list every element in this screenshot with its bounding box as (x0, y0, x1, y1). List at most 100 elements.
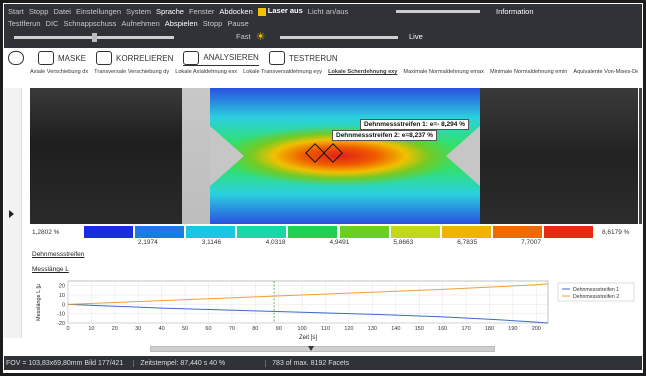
left-camera-image (30, 88, 182, 224)
x-tick-label: 100 (298, 326, 307, 332)
camera-view[interactable]: Dehnmessstreifen 1: e=- 8,294 % Dehnmess… (30, 88, 638, 224)
result-tab[interactable]: Minimale Normaldehnung emin (489, 69, 568, 75)
scale-tick-label: 4,9491 (329, 239, 350, 246)
scale-swatch (390, 226, 440, 238)
result-tab[interactable]: Transversale Verschiebung dy (94, 69, 170, 75)
scale-swatch (186, 226, 236, 238)
stop-button[interactable]: Stopp (28, 6, 49, 16)
timeline-marker[interactable] (308, 346, 314, 351)
expand-icon (9, 210, 14, 218)
record-button[interactable]: Aufnehmen (121, 18, 160, 28)
scale-swatch (135, 226, 185, 238)
play-button[interactable]: Abspielen (164, 18, 198, 28)
scale-tick-label: 3,1146 (201, 239, 222, 246)
section-gauge-length[interactable]: Messlänge L (32, 266, 69, 273)
tab-label: MASKE (58, 53, 87, 63)
file-menu[interactable]: Datei (53, 6, 71, 16)
live-button[interactable]: Live (409, 31, 423, 41)
pause-button[interactable]: Pause (227, 18, 249, 28)
scale-min: 1,2802 % (32, 229, 60, 236)
settings-menu[interactable]: Einstellungen (75, 6, 122, 16)
light-slider[interactable] (396, 10, 480, 13)
dic-button[interactable]: DIC (45, 18, 59, 28)
x-tick-label: 10 (88, 326, 94, 332)
playback-stop-button[interactable]: Stopp (202, 18, 223, 28)
home-glyph (8, 51, 24, 65)
x-tick-label: 80 (252, 326, 258, 332)
home-icon[interactable] (8, 51, 28, 65)
y-tick-label: 10 (59, 293, 65, 299)
toolbar-row-2: Testlferun DIC Schnappschuss Aufnehmen A… (8, 17, 254, 29)
start-button[interactable]: Start (8, 6, 24, 16)
x-tick-label: 180 (485, 326, 494, 332)
scale-tick-label: 5,8663 (393, 239, 414, 246)
legend-entry: Dehnmessstreifen 1 (573, 287, 619, 293)
series-line-1 (67, 303, 549, 324)
x-tick-label: 70 (229, 326, 235, 332)
light-toggle[interactable]: Licht an/aus (307, 6, 349, 16)
scale-swatch (543, 226, 593, 238)
scale-swatch (84, 226, 134, 238)
mask-icon (38, 51, 54, 65)
undock-button[interactable]: Abdocken (219, 6, 253, 16)
result-tab[interactable]: Lokale Scherdehnung exy (328, 69, 398, 75)
laser-label: Laser aus (267, 6, 303, 16)
y-axis-label: Messlänge L [µ (36, 283, 42, 321)
brightness-slider[interactable] (280, 36, 398, 39)
x-tick-label: 140 (391, 326, 400, 332)
y-tick-label: 20 (59, 284, 65, 290)
correlate-icon (96, 51, 113, 65)
window-menu[interactable]: Fenster (188, 6, 215, 16)
testrerun-button[interactable]: Testlferun (8, 18, 41, 28)
section-strain-gauges[interactable]: Dehnmessstreifen (32, 251, 85, 258)
result-tab[interactable]: Maximale Normaldehnung emax (403, 69, 484, 75)
toolbar-row-1: Start Stopp Datei Einstellungen System S… (8, 5, 534, 17)
right-notch (446, 126, 480, 186)
scale-swatch (492, 226, 542, 238)
tab-maske[interactable]: MASKE (38, 51, 86, 65)
scale-tick-label: 2,1974 (137, 239, 158, 246)
right-camera-image (476, 88, 638, 224)
analyze-icon (183, 50, 200, 65)
x-tick-label: 120 (344, 326, 353, 332)
y-tick-label: -20 (57, 321, 65, 327)
frame-slider-knob[interactable] (92, 33, 97, 42)
x-axis-label: Zeit [s] (299, 335, 317, 341)
y-tick-label: 0 (62, 302, 65, 308)
system-menu[interactable]: System (126, 6, 152, 16)
sun-icon: ☀ (255, 30, 266, 43)
x-tick-label: 160 (438, 326, 447, 332)
scale-swatch (237, 226, 287, 238)
live-group: Live (409, 30, 428, 42)
fast-button[interactable]: Fast (236, 31, 251, 41)
result-tab[interactable]: Lokale Axialdehnung exx (175, 69, 238, 75)
scale-tick-label: 7,7007 (521, 239, 542, 246)
laser-off-button[interactable]: Laser aus (257, 6, 303, 16)
side-panel-toggle[interactable] (4, 88, 22, 338)
main-toolbar: Start Stopp Datei Einstellungen System S… (4, 4, 642, 48)
language-menu[interactable]: Sprache (156, 6, 184, 16)
x-tick-label: 40 (159, 326, 165, 332)
result-tab[interactable]: Axiale Verschiebung dx (30, 69, 89, 75)
x-tick-label: 150 (415, 326, 424, 332)
tab-analysieren[interactable]: ANALYSIEREN (183, 50, 259, 66)
tab-testrerun[interactable]: TESTRERUN (268, 51, 338, 65)
tab-korrelieren[interactable]: KORRELIEREN (96, 51, 173, 65)
scale-max: 8,6179 % (602, 229, 630, 236)
scale-swatch (339, 226, 389, 238)
timestamp-status: Zeitstempel: 87,440 s 40 % (133, 359, 225, 367)
laser-icon (257, 7, 266, 16)
x-tick-label: 200 (532, 326, 541, 332)
result-tab[interactable]: Lokale Transversaldehnung eyy (243, 69, 323, 75)
information-button[interactable]: Information (496, 6, 534, 16)
snapshot-button[interactable]: Schnappschuss (63, 18, 117, 28)
timeline-scroll-thumb[interactable] (150, 346, 495, 352)
tab-label: KORRELIEREN (116, 53, 174, 63)
tab-label: ANALYSIEREN (203, 53, 259, 62)
toolbar-row-3: Fast ☀ (236, 30, 270, 43)
gauge-2-label: Dehnmessstreifen 2: e=8,237 % (332, 130, 438, 141)
strain-time-chart[interactable]: 0 10 20 30 40 50 60 70 80 90 100 110 120 130 140 150 160… (30, 275, 638, 341)
gauge-1-label: Dehnmessstreifen 1: e=- 8,294 % (360, 119, 469, 130)
image-scrollbar[interactable] (639, 88, 642, 224)
result-tab[interactable]: Äquivalente Von-Mises-Dehnung eeq (573, 69, 638, 75)
